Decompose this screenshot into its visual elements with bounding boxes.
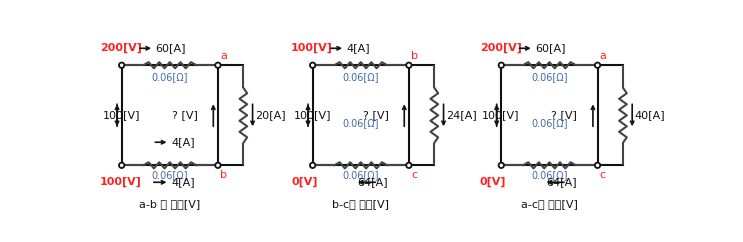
Text: b: b (411, 51, 418, 60)
Text: 4[A]: 4[A] (171, 137, 195, 147)
Text: ? [V]: ? [V] (363, 110, 389, 120)
Text: 0.06[Ω]: 0.06[Ω] (152, 170, 188, 180)
Text: b-c간 전압[V]: b-c간 전압[V] (332, 199, 389, 209)
Circle shape (215, 163, 221, 168)
Text: 4[A]: 4[A] (346, 43, 370, 53)
Text: 100[V]: 100[V] (103, 110, 140, 120)
Text: 0.06[Ω]: 0.06[Ω] (343, 170, 379, 180)
Text: a: a (600, 51, 607, 60)
Circle shape (406, 62, 412, 68)
Text: 200[V]: 200[V] (480, 43, 522, 53)
Circle shape (310, 62, 315, 68)
Text: a-b 간 전압[V]: a-b 간 전압[V] (139, 199, 201, 209)
Text: ? [V]: ? [V] (551, 110, 577, 120)
Circle shape (595, 163, 600, 168)
Text: 0.06[Ω]: 0.06[Ω] (531, 170, 568, 180)
Text: 100[V]: 100[V] (293, 110, 331, 120)
Text: 64[A]: 64[A] (357, 177, 388, 187)
Text: 100[V]: 100[V] (291, 43, 333, 53)
Circle shape (215, 62, 221, 68)
Text: 60[A]: 60[A] (535, 43, 565, 53)
Text: 4[A]: 4[A] (172, 177, 195, 187)
Text: 200[V]: 200[V] (100, 43, 142, 53)
Text: 24[A]: 24[A] (446, 110, 476, 120)
Circle shape (595, 62, 600, 68)
Text: 0[V]: 0[V] (291, 177, 317, 187)
Circle shape (499, 62, 504, 68)
Text: a: a (220, 51, 227, 60)
Text: 100[V]: 100[V] (482, 110, 519, 120)
Circle shape (499, 163, 504, 168)
Text: c: c (600, 170, 606, 180)
Text: 0.06[Ω]: 0.06[Ω] (531, 72, 568, 82)
Circle shape (406, 163, 412, 168)
Text: a-c간 전압[V]: a-c간 전압[V] (521, 199, 578, 209)
Text: 0.06[Ω]: 0.06[Ω] (343, 72, 379, 82)
Text: 0[V]: 0[V] (480, 177, 506, 187)
Text: b: b (220, 170, 227, 180)
Circle shape (310, 163, 315, 168)
Circle shape (119, 163, 124, 168)
Text: 20[A]: 20[A] (255, 110, 285, 120)
Text: 64[A]: 64[A] (546, 177, 577, 187)
Text: 0.06[Ω]: 0.06[Ω] (531, 118, 568, 128)
Text: 0.06[Ω]: 0.06[Ω] (343, 118, 379, 128)
Text: c: c (411, 170, 418, 180)
Text: 0.06[Ω]: 0.06[Ω] (152, 72, 188, 82)
Text: ? [V]: ? [V] (172, 110, 198, 120)
Text: 100[V]: 100[V] (100, 177, 142, 187)
Text: 60[A]: 60[A] (155, 43, 186, 53)
Circle shape (119, 62, 124, 68)
Text: 40[A]: 40[A] (635, 110, 665, 120)
